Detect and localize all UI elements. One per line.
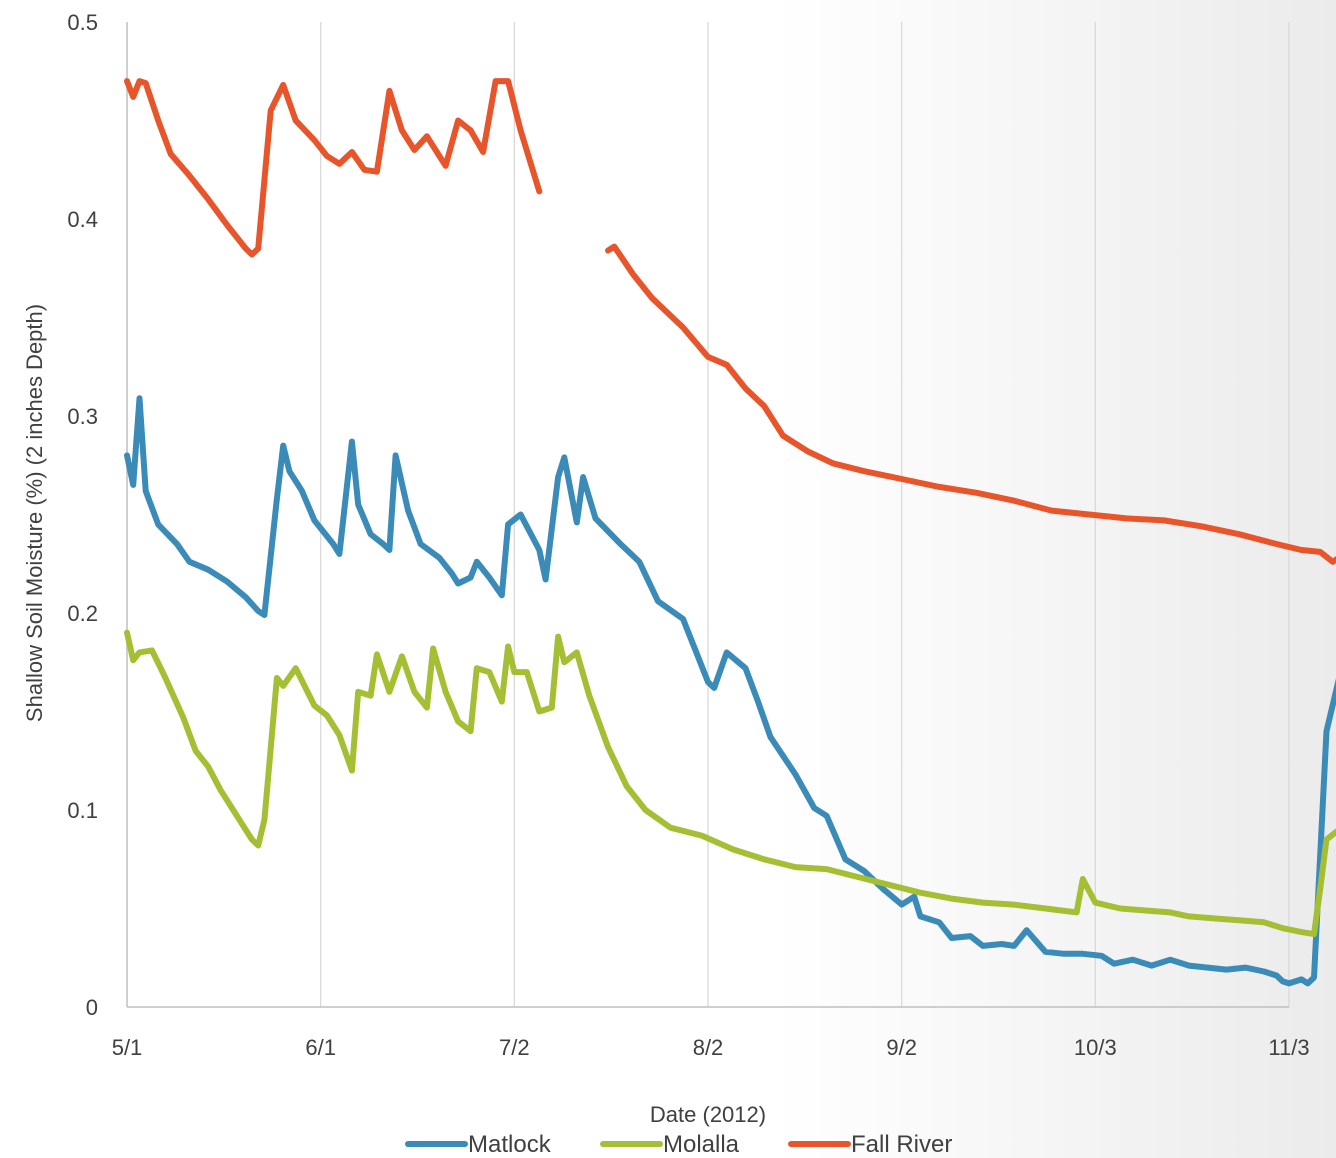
legend-label-molalla: Molalla [663, 1131, 740, 1158]
y-tick-label: 0.2 [67, 601, 98, 626]
x-tick-label: 9/2 [886, 1035, 917, 1060]
series-line-molalla [124, 629, 1336, 938]
legend-label-matlock: Matlock [468, 1131, 552, 1158]
y-tick-label: 0.1 [67, 798, 98, 823]
y-tick-label: 0.4 [67, 207, 98, 232]
series-line-matlock [124, 395, 1336, 987]
series-line-fall-river [124, 78, 1336, 565]
x-tick-label: 6/1 [305, 1035, 336, 1060]
x-axis-title: Date (2012) [650, 1102, 766, 1127]
legend-label-fall-river: Fall River [851, 1131, 952, 1158]
y-tick-label: 0.3 [67, 404, 98, 429]
y-axis-title: Shallow Soil Moisture (%) (2 inches Dept… [22, 304, 47, 722]
x-tick-label: 8/2 [693, 1035, 724, 1060]
x-tick-label: 7/2 [499, 1035, 530, 1060]
y-tick-label: 0.5 [67, 10, 98, 35]
axes [126, 22, 1289, 1008]
x-tick-label: 11/3 [1268, 1035, 1309, 1060]
x-tick-label: 10/3 [1074, 1035, 1117, 1060]
gridlines [320, 22, 1290, 1007]
x-tick-label: 5/1 [112, 1035, 143, 1060]
tick-labels: 5/1 6/1 7/2 8/2 9/2 10/3 11/3 0 0.1 0.2 0.3 0.4 0.5 [67, 10, 1309, 1060]
series-lines [124, 78, 1336, 987]
y-tick-label: 0 [86, 995, 98, 1020]
legend: Matlock Molalla Fall River [405, 1131, 952, 1158]
